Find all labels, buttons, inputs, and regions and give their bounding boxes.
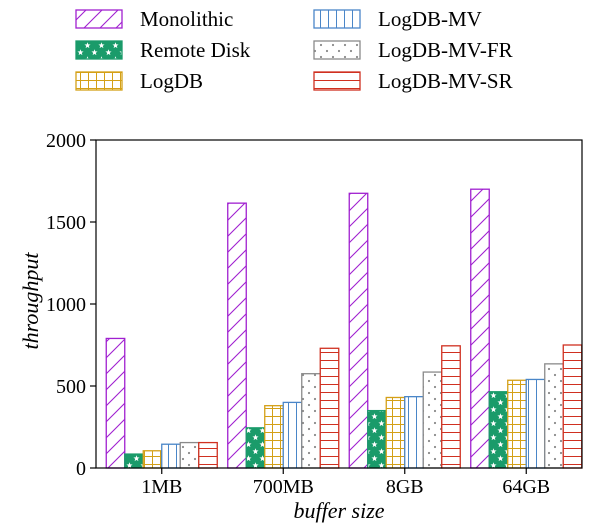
y-tick-label: 1000 xyxy=(46,294,86,316)
x-tick-label-64gb: 64GB xyxy=(502,476,550,498)
bar-logdb-mv-fr-64gb xyxy=(544,363,564,469)
bar-logdb-mv-1mb xyxy=(161,443,181,469)
bar-logdb-mv-64gb xyxy=(525,378,546,469)
bar-logdb-mv-fr-8gb xyxy=(422,371,443,469)
bar-monolithic-700mb xyxy=(227,202,247,469)
bar-logdb-700mb xyxy=(264,405,284,469)
bar-logdb-8gb xyxy=(385,396,406,469)
legend-item-logdb-mv-sr: LogDB-MV-SR xyxy=(313,69,513,93)
x-tick-label-700mb: 700MB xyxy=(253,476,314,498)
bars xyxy=(105,188,583,469)
bar-monolithic-1mb xyxy=(105,337,126,469)
legend-swatch xyxy=(75,40,123,60)
legend-swatch xyxy=(313,9,361,29)
y-tick-label: 0 xyxy=(76,458,86,480)
legend-swatch xyxy=(313,40,361,60)
bar-logdb-mv-fr-1mb xyxy=(179,441,200,469)
legend-label: LogDB-MV-FR xyxy=(378,38,513,62)
legend-label: LogDB xyxy=(140,69,203,93)
legend-label: Monolithic xyxy=(140,7,233,31)
bar-remote-disk-1mb xyxy=(124,453,144,469)
bar-logdb-mv-sr-64gb xyxy=(562,344,583,469)
legend-item-logdb: LogDB xyxy=(75,69,203,93)
bar-logdb-mv-sr-700mb xyxy=(319,347,340,469)
y-tick-label: 2000 xyxy=(46,130,86,152)
legend-swatch xyxy=(75,71,123,91)
bar-logdb-mv-sr-1mb xyxy=(198,441,218,469)
x-tick-label-1mb: 1MB xyxy=(141,476,182,498)
bar-logdb-1mb xyxy=(142,450,163,469)
legend-label: LogDB-MV xyxy=(378,7,482,31)
bar-monolithic-8gb xyxy=(348,192,369,469)
bar-remote-disk-700mb xyxy=(245,427,266,469)
bar-remote-disk-64gb xyxy=(488,391,509,469)
axes: 0 500 1000 1500 2000 1MB 700MB 8GB 64GB xyxy=(46,130,583,498)
y-tick-label: 500 xyxy=(56,376,86,398)
y-tick-label: 1500 xyxy=(46,212,86,234)
bar-logdb-mv-8gb xyxy=(404,396,424,469)
legend-item-remote-disk: Remote Disk xyxy=(75,38,251,62)
legend-item-logdb-mv-fr: LogDB-MV-FR xyxy=(313,38,513,62)
bar-logdb-mv-fr-700mb xyxy=(301,373,321,469)
bar-logdb-64gb xyxy=(507,379,527,469)
legend-label: Remote Disk xyxy=(140,38,251,62)
legend-label: LogDB-MV-SR xyxy=(378,69,513,93)
legend-swatch xyxy=(313,71,361,91)
bar-monolithic-64gb xyxy=(470,188,490,469)
bar-logdb-mv-700mb xyxy=(282,401,303,469)
bar-remote-disk-8gb xyxy=(367,409,387,469)
legend-item-logdb-mv: LogDB-MV xyxy=(313,7,482,31)
x-axis-title: buffer size xyxy=(293,498,384,523)
legend: Monolithic Remote Disk LogDB LogDB-MV LogDB-… xyxy=(75,7,513,93)
y-axis-title: throughput xyxy=(18,252,43,350)
bar-logdb-mv-sr-8gb xyxy=(441,345,461,469)
x-tick-label-8gb: 8GB xyxy=(386,476,424,498)
legend-item-monolithic: Monolithic xyxy=(75,7,233,31)
legend-swatch xyxy=(75,9,123,29)
